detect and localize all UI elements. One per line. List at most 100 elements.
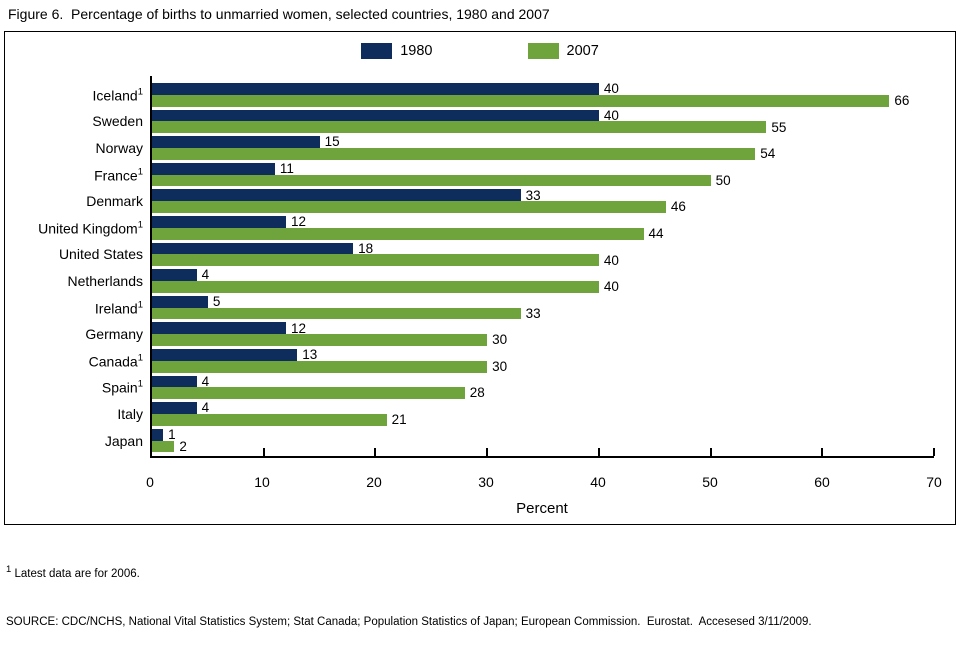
category-label: Netherlands	[67, 272, 144, 289]
category-label: Italy	[117, 405, 143, 422]
chart-row: Norway 15 54	[96, 135, 934, 163]
bar-line-1980: 12	[152, 214, 934, 230]
bar-1980	[152, 242, 354, 255]
bar-1980	[152, 428, 164, 441]
bar-line-1980: 4	[152, 375, 934, 388]
chart-row: Italy 4 21	[117, 400, 934, 429]
axis-tick	[486, 448, 489, 456]
bar-line-1980: 18	[152, 240, 934, 256]
bar-2007	[152, 440, 175, 453]
bar-line-1980: 13	[152, 347, 934, 363]
value-label: 18	[358, 240, 374, 256]
bar-line-2007: 2	[152, 438, 934, 454]
category-label: France1	[94, 166, 143, 183]
chart-row: Netherlands 4 40	[68, 267, 934, 296]
bar-2007	[152, 174, 711, 187]
bar-1980	[152, 215, 287, 228]
footnote-text: Latest data are for 2006.	[11, 568, 140, 581]
chart-frame: 1980 2007 Iceland1 40 66 Sweden 40 55 Norway 15…	[4, 31, 956, 525]
chart-row: France1 11 50	[94, 160, 934, 190]
axis-tick	[709, 448, 712, 456]
bar-1980	[152, 162, 275, 175]
bar-line-1980: 4	[152, 267, 934, 283]
value-label: 44	[648, 225, 664, 241]
bar-line-2007: 40	[152, 279, 934, 295]
value-label: 13	[302, 347, 318, 363]
x-tick-label: 20	[366, 474, 382, 490]
value-label: 12	[291, 320, 307, 336]
bar-2007	[152, 201, 666, 213]
bar-line-1980: 40	[152, 107, 934, 123]
bar-2007	[152, 94, 890, 107]
value-label: 2	[179, 438, 187, 454]
bar-1980	[152, 189, 521, 202]
bar-1980	[152, 348, 298, 361]
category-label: Iceland1	[92, 86, 143, 104]
bar-1980	[152, 136, 320, 148]
bar-line-2007: 55	[152, 119, 934, 135]
bar-line-1980: 5	[152, 293, 934, 309]
x-tick-label: 60	[814, 474, 830, 490]
bar-line-2007: 30	[152, 332, 934, 348]
chart-row: Iceland1 40 66	[93, 81, 934, 110]
figure-title: Figure 6. Percentage of births to unmarr…	[8, 6, 550, 22]
category-label: Japan	[104, 432, 143, 449]
x-tick-label: 30	[478, 474, 494, 490]
axis-tick	[262, 448, 265, 456]
value-label: 21	[391, 412, 407, 428]
bar-1980	[152, 295, 208, 308]
bar-line-1980: 33	[152, 189, 934, 202]
bar-line-2007: 54	[152, 146, 934, 162]
value-label: 66	[894, 92, 910, 108]
bar-line-1980: 12	[152, 320, 934, 336]
bar-2007	[152, 360, 488, 373]
value-label: 30	[492, 358, 508, 374]
chart-row: Ireland1 5 33	[95, 293, 934, 323]
category-label: Denmark	[86, 193, 143, 210]
axis-tick	[597, 448, 600, 456]
chart-row: Canada1 13 30	[89, 347, 934, 376]
value-label: 55	[771, 119, 787, 135]
value-label: 40	[603, 81, 619, 97]
value-label: 5	[212, 293, 221, 309]
axis-tick	[821, 448, 824, 456]
value-label: 12	[291, 214, 307, 230]
legend-swatch-1980	[361, 43, 393, 59]
value-label: 40	[603, 279, 619, 295]
bar-line-2007: 40	[152, 254, 934, 267]
legend-item-1980: 1980	[361, 43, 433, 59]
bar-2007	[152, 413, 387, 426]
bar-2007	[152, 334, 488, 346]
bar-line-2007: 46	[152, 199, 934, 215]
value-label: 54	[760, 146, 776, 162]
value-label: 46	[670, 199, 686, 215]
x-tick-label: 50	[702, 474, 718, 490]
legend-item-2007: 2007	[527, 43, 599, 59]
bar-2007	[152, 254, 599, 267]
bar-line-2007: 30	[152, 358, 934, 374]
x-tick-label: 40	[590, 474, 606, 490]
category-label: Spain1	[101, 379, 143, 396]
legend-swatch-2007	[527, 43, 559, 59]
bar-2007	[152, 307, 521, 320]
value-label: 40	[603, 107, 619, 123]
chart-row: United Kingdom1 12 44	[38, 214, 934, 243]
x-axis-tick-labels: 0 10 20 30 40 50 60 70	[146, 474, 942, 490]
value-label: 4	[201, 400, 210, 416]
bar-1980	[152, 375, 197, 388]
bar-2007	[152, 227, 644, 240]
category-label: Germany	[85, 326, 143, 343]
x-tick-label: 70	[926, 474, 942, 490]
bar-line-1980: 1	[152, 428, 934, 441]
bar-2007	[152, 280, 599, 293]
chart-row: United States 18 40	[59, 240, 934, 270]
bar-2007	[152, 121, 767, 134]
legend-label-1980: 1980	[400, 43, 433, 59]
axis-tick	[374, 448, 377, 456]
bar-rows: Iceland1 40 66 Sweden 40 55 Norway 15 54 France1 1…	[38, 76, 934, 456]
value-label: 11	[279, 160, 294, 176]
value-label: 30	[492, 332, 508, 348]
x-tick-label: 0	[146, 474, 154, 490]
plot-area: Iceland1 40 66 Sweden 40 55 Norway 15 54 France1 1…	[38, 76, 935, 458]
value-label: 4	[201, 267, 210, 283]
